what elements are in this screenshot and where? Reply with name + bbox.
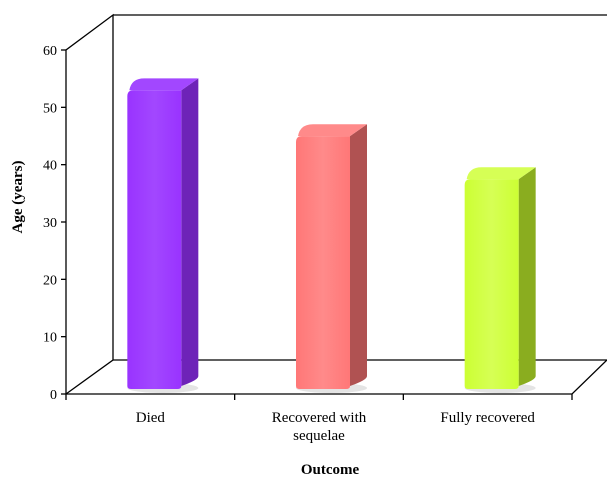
x-tick-label: Fully recovered: [440, 410, 535, 426]
left-wall: [65, 13, 114, 395]
bar-side: [350, 124, 367, 386]
x-tick-label: Recovered with: [272, 410, 367, 426]
x-tick-label: sequelae: [293, 428, 345, 444]
bar: [296, 124, 367, 393]
y-axis-ticks: 0 10 20 30 40 50 60: [43, 44, 573, 403]
y-tick-label: 10: [43, 331, 57, 346]
y-tick-label: 30: [43, 216, 57, 231]
bars: [127, 78, 536, 393]
bar-side: [518, 167, 536, 386]
x-axis-tick-labels: Died Recovered with sequelae Fully recovere…: [136, 410, 536, 444]
bar: [127, 78, 199, 393]
x-axis-title: Outcome: [301, 462, 360, 477]
y-tick-label: 60: [43, 44, 57, 59]
bar-top: [298, 124, 367, 137]
y-tick-label: 40: [43, 159, 57, 174]
y-tick-label: 20: [43, 273, 57, 288]
y-axis-title: Age (years): [10, 161, 26, 234]
bar: [464, 167, 536, 393]
bar-front: [464, 179, 519, 389]
y-tick-label: 0: [50, 388, 57, 403]
bar-top: [466, 167, 536, 180]
x-tick-label: Died: [136, 410, 166, 426]
bar-front: [296, 136, 350, 389]
y-tick-label: 50: [43, 101, 57, 116]
bar-front: [127, 90, 182, 390]
bar-side: [181, 78, 199, 386]
bar-top: [129, 78, 199, 91]
